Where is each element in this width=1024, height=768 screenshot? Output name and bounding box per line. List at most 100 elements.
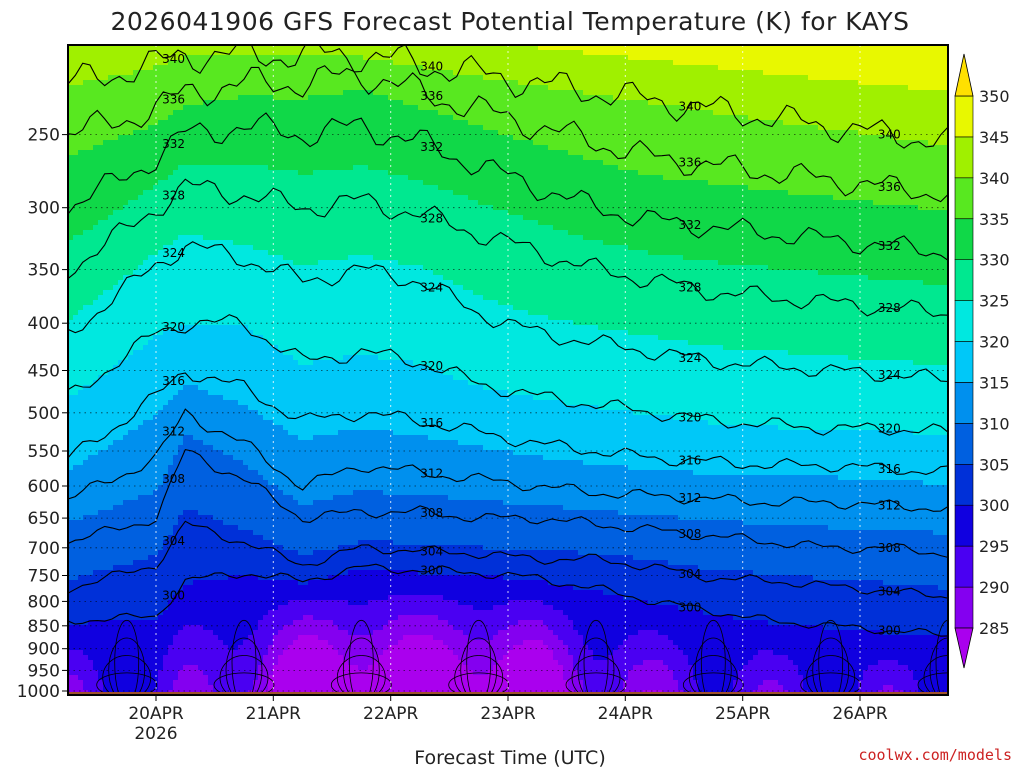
x-tick-year-label: 2026 [134, 724, 177, 744]
fill-cell [288, 580, 294, 601]
fill-cell [743, 425, 749, 476]
colorbar-tick-label: 340 [979, 169, 1010, 188]
fill-cell [198, 55, 204, 106]
fill-cell [543, 580, 549, 606]
fill-cell [663, 560, 669, 606]
fill-cell [738, 265, 744, 351]
fill-cell [433, 370, 439, 441]
fill-cell [663, 605, 669, 636]
fill-cell [768, 425, 774, 476]
fill-cell [73, 85, 79, 156]
fill-cell [393, 65, 399, 101]
fill-cell [288, 600, 294, 626]
fill-cell [593, 45, 599, 56]
fill-cell [838, 80, 844, 131]
fill-cell [823, 475, 829, 526]
fill-cell [928, 210, 934, 286]
fill-cell [373, 170, 379, 261]
fill-cell [403, 175, 409, 266]
fill-cell [188, 435, 194, 511]
fill-cell [683, 520, 689, 566]
fill-cell [438, 440, 444, 496]
contour-label: 328 [162, 189, 185, 203]
fill-cell [233, 55, 239, 101]
fill-cell [908, 45, 914, 91]
fill-cell [918, 585, 924, 636]
colorbar-tick-label: 315 [979, 374, 1010, 393]
fill-cell [478, 385, 484, 446]
fill-cell [593, 660, 599, 695]
fill-cell [828, 80, 834, 131]
fill-cell [208, 515, 214, 581]
fill-cell [778, 350, 784, 431]
fill-cell [598, 45, 604, 56]
fill-cell [508, 80, 514, 136]
fill-cell [878, 135, 884, 206]
fill-cell [468, 605, 474, 641]
fill-cell [648, 605, 654, 631]
fill-cell [618, 330, 624, 411]
fill-cell [658, 515, 664, 561]
fill-cell [823, 80, 829, 131]
fill-cell [298, 265, 304, 366]
fill-cell [813, 475, 819, 526]
fill-cell [933, 285, 939, 366]
fill-cell [303, 175, 309, 266]
fill-cell [773, 190, 779, 271]
fill-cell [763, 475, 769, 526]
fill-cell [828, 195, 834, 276]
y-tick-label: 600 [28, 477, 60, 497]
fill-cell [83, 45, 89, 81]
fill-cell [788, 625, 794, 661]
fill-cell [888, 135, 894, 206]
fill-cell [368, 570, 374, 601]
fill-cell [288, 550, 294, 581]
fill-cell [123, 205, 129, 276]
fill-cell [608, 410, 614, 466]
fill-cell [868, 665, 874, 695]
fill-cell [853, 480, 859, 531]
fill-cell [553, 50, 559, 91]
contour-label: 312 [162, 425, 185, 439]
fill-cell [293, 265, 299, 361]
colorbar-tick-label: 335 [979, 210, 1010, 229]
fill-cell [898, 280, 904, 361]
fill-cell [738, 425, 744, 476]
fill-cell [563, 645, 569, 681]
fill-cell [868, 480, 874, 531]
fill-cell [218, 45, 224, 56]
fill-cell [538, 85, 544, 146]
fill-cell [843, 580, 849, 631]
fill-cell [783, 655, 789, 691]
fill-cell [908, 90, 914, 141]
fill-cell [758, 120, 764, 191]
fill-cell [438, 620, 444, 641]
fill-cell [363, 540, 369, 571]
fill-cell [438, 190, 444, 276]
fill-cell [723, 615, 729, 695]
fill-cell [603, 660, 609, 695]
fill-cell [143, 495, 149, 561]
fill-cell [508, 215, 514, 306]
fill-cell [678, 255, 684, 341]
fill-cell [123, 45, 129, 76]
fill-cell [673, 565, 679, 606]
fill-cell [298, 620, 304, 636]
fill-cell [83, 230, 89, 306]
fill-cell [388, 175, 394, 261]
fill-cell [598, 160, 604, 241]
y-tick-label: 450 [28, 362, 60, 382]
contour-label: 324 [420, 281, 443, 295]
fill-cell [528, 550, 534, 581]
fill-cell [613, 100, 619, 166]
fill-cell [453, 285, 459, 381]
fill-cell [333, 360, 339, 436]
fill-cell [418, 65, 424, 111]
fill-cell [593, 510, 599, 556]
fill-cell [888, 480, 894, 531]
fill-cell [658, 45, 664, 61]
fill-cell [818, 475, 824, 526]
fill-cell [758, 45, 764, 71]
fill-cell [383, 625, 389, 651]
fill-cell [343, 600, 349, 631]
